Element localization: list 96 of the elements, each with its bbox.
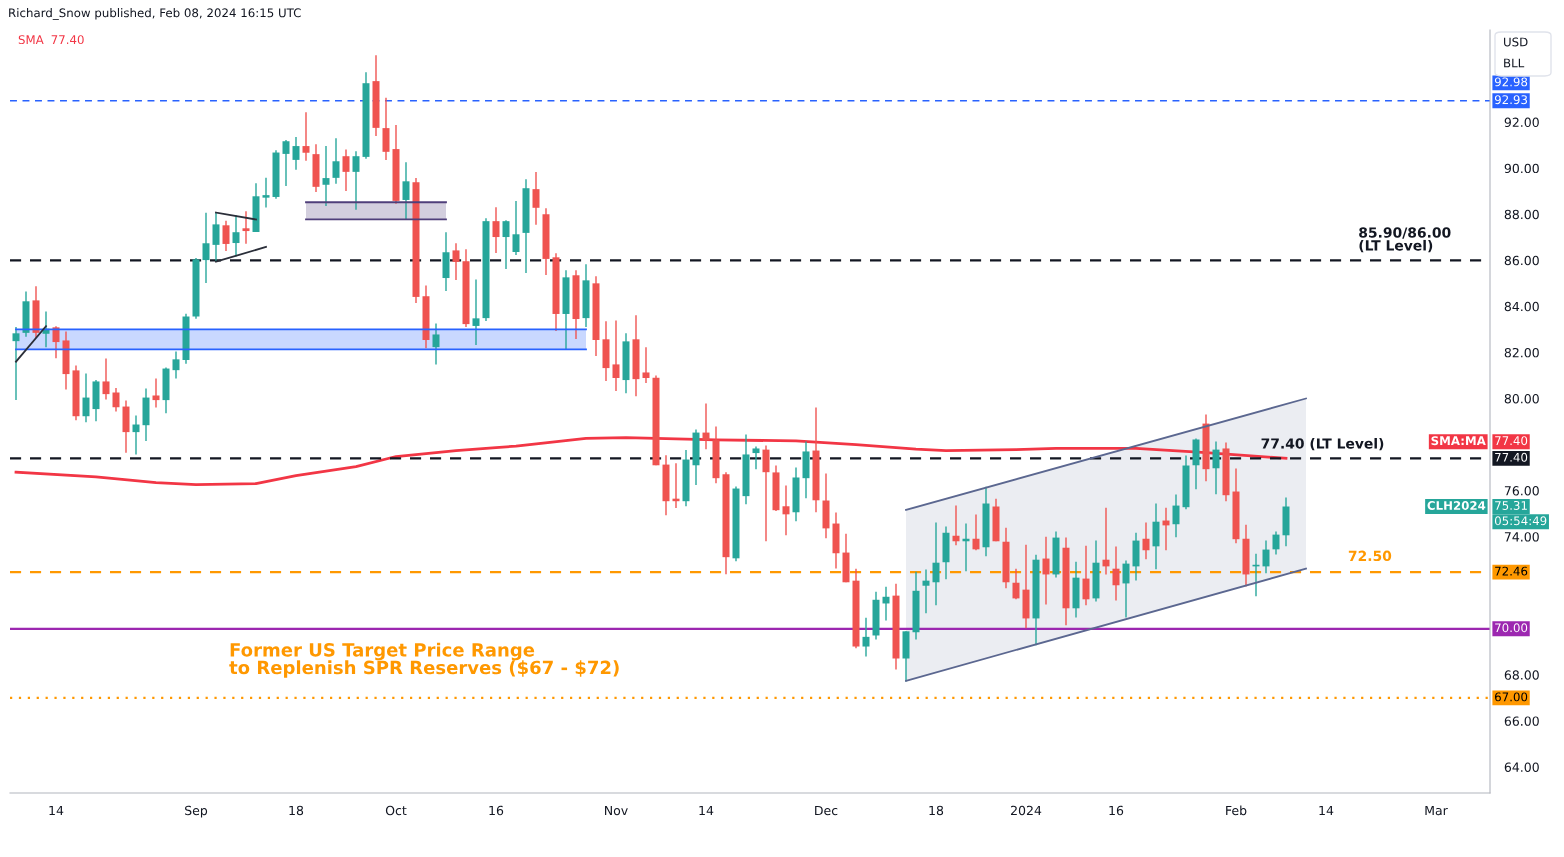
candlestick	[702, 402, 710, 450]
candlestick	[612, 319, 620, 392]
candlestick	[1212, 440, 1220, 495]
ref-line-label: 92.93	[1494, 95, 1528, 105]
candlestick	[752, 445, 760, 470]
ref-line-label: 72.46	[1495, 566, 1528, 576]
candlestick	[382, 97, 390, 161]
candlestick	[972, 513, 980, 551]
x-tick-label: Dec	[815, 805, 838, 816]
candlestick	[1012, 567, 1020, 601]
x-tick-label: 16	[489, 805, 504, 816]
candlestick	[1042, 535, 1050, 606]
chart-title: Richard_Snow published, Feb 08, 2024 16:15 UTC	[9, 8, 301, 20]
annotation: SMA:MA	[1431, 436, 1486, 446]
candlestick	[202, 212, 210, 284]
x-tick-label: Feb	[1226, 805, 1247, 816]
annotation: 77.40	[1495, 436, 1528, 446]
ref-line-label: 77.40	[1495, 452, 1528, 462]
candlestick	[432, 322, 440, 366]
candlestick	[922, 568, 930, 615]
text: 05:54:49	[1494, 516, 1547, 526]
candlestick	[282, 139, 290, 187]
candlestick	[262, 176, 270, 209]
candlestick	[762, 444, 770, 542]
candlestick	[952, 504, 960, 546]
text: SMA	[18, 35, 44, 45]
candlestick	[322, 145, 330, 207]
candlestick	[932, 521, 940, 606]
x-tick-label: Oct	[385, 805, 407, 816]
candlestick	[1112, 545, 1120, 602]
candlestick	[132, 414, 140, 456]
candlestick	[642, 346, 650, 384]
y-tick-label: 74.00	[1504, 532, 1539, 542]
ref-line-label: 67.00	[1494, 692, 1528, 702]
candlestick	[302, 111, 310, 162]
y-tick-label: 84.00	[1504, 301, 1539, 312]
candlestick	[112, 387, 120, 413]
annotation: 77.40 (LT Level)	[1261, 437, 1384, 451]
candlestick	[1172, 493, 1180, 539]
candlestick	[342, 148, 350, 192]
candlestick	[12, 326, 20, 401]
y-tick-label: 66.00	[1504, 716, 1539, 726]
x-tick-label: 14	[699, 805, 714, 815]
y-tick-label: 90.00	[1504, 163, 1539, 174]
candlestick	[492, 206, 500, 254]
candlestick	[1082, 544, 1090, 606]
y-tick-label: 80.00	[1504, 393, 1539, 404]
candlestick	[1142, 521, 1150, 560]
y-tick-label: 92.00	[1504, 117, 1539, 128]
candlestick	[512, 200, 520, 256]
x-tick-label: 2024	[1011, 805, 1042, 816]
candlestick	[402, 161, 410, 221]
candlestick	[1272, 530, 1280, 556]
candlestick	[82, 372, 90, 423]
text: BLL	[1504, 58, 1525, 68]
candlestick	[102, 357, 110, 401]
text: USD	[1504, 37, 1528, 47]
candlestick	[502, 219, 510, 270]
candlestick	[332, 137, 340, 185]
annotation: 92.98	[1494, 77, 1528, 87]
candlestick	[452, 242, 460, 281]
annotation: 85.90/86.00 (LT Level)	[1359, 227, 1451, 253]
y-tick-label: 64.00	[1504, 762, 1539, 772]
candlestick	[172, 350, 180, 380]
annotation: CLH2024	[1427, 501, 1486, 510]
candlestick	[222, 219, 230, 252]
candlestick	[782, 484, 790, 536]
candlestick	[1262, 539, 1270, 574]
y-tick-label: 82.00	[1504, 347, 1539, 358]
x-tick-label: Mar	[1425, 805, 1448, 816]
x-tick-label: 18	[289, 805, 304, 816]
x-tick-label: Nov	[605, 805, 628, 816]
candlestick	[212, 212, 220, 262]
ref-line-label: 70.00	[1495, 623, 1528, 633]
candlestick	[532, 171, 540, 226]
y-tick-label: 88.00	[1504, 209, 1539, 220]
y-tick-label: 86.00	[1504, 255, 1539, 266]
candlestick	[352, 150, 360, 211]
candlestick	[472, 278, 480, 346]
candlestick	[862, 617, 870, 658]
x-tick-label: 16	[1109, 805, 1124, 816]
candlestick	[292, 136, 300, 171]
candlestick	[242, 210, 250, 245]
x-tick-label: 14	[1319, 805, 1334, 815]
annotation: 77.40	[51, 35, 84, 45]
candlestick	[1122, 559, 1130, 619]
candlestick	[152, 377, 160, 409]
y-tick-label: 68.00	[1504, 670, 1539, 680]
annotation: Former US Target Price Range to Replenish SPR Reserves ($67 - $72)	[229, 642, 619, 678]
annotation: 72.50	[1348, 550, 1392, 562]
x-tick-label: 14	[49, 805, 64, 815]
x-tick-label: Sep	[185, 805, 208, 818]
x-tick-label: 18	[929, 805, 944, 816]
annotation: 75.31	[1495, 501, 1527, 510]
y-tick-label: 76.00	[1504, 486, 1539, 496]
candlestick	[232, 214, 240, 258]
